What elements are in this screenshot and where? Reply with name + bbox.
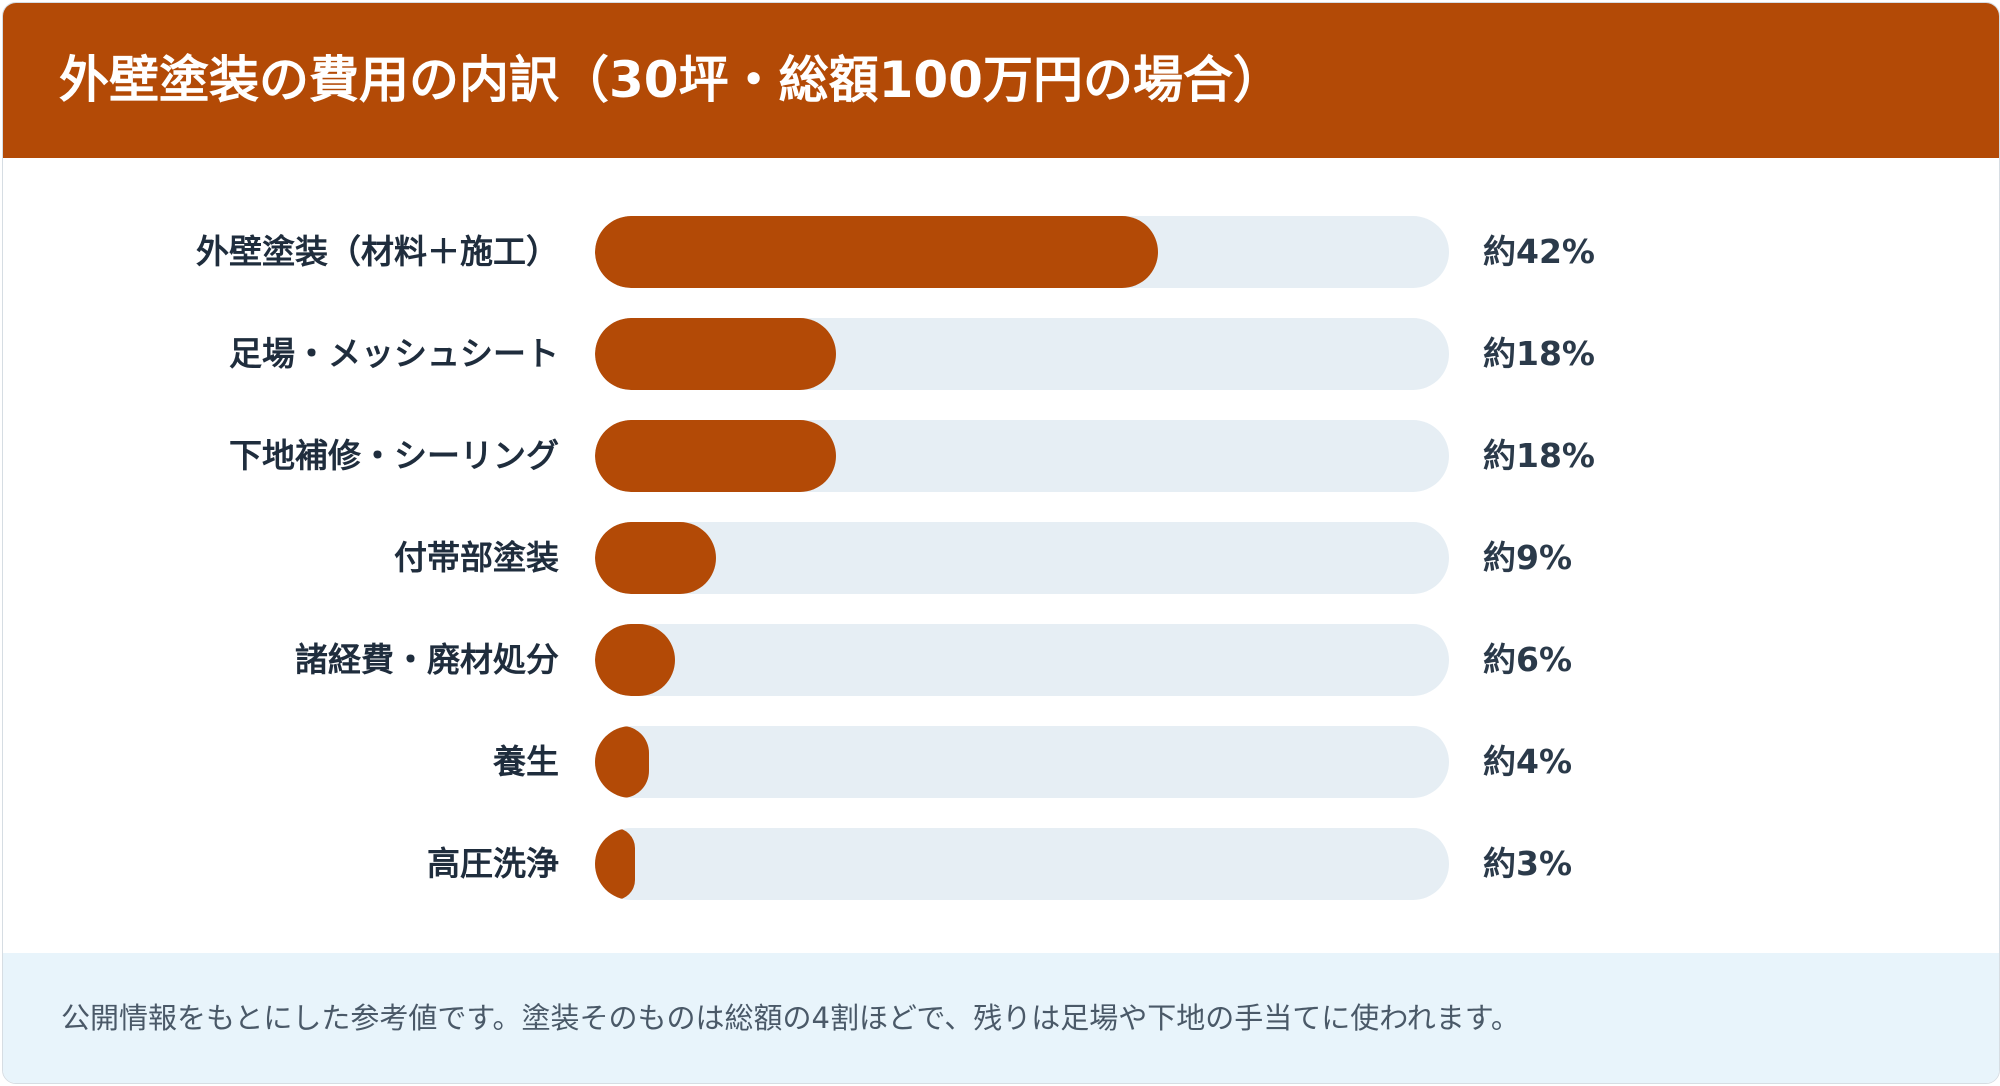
bar-track (595, 726, 1449, 798)
bar-track (595, 522, 1449, 594)
bar-value-label: 約3% (1483, 844, 1573, 883)
bar-value-label: 約4% (1483, 742, 1573, 781)
bar (595, 318, 837, 390)
bar-value-label: 約9% (1483, 538, 1573, 577)
footnote: 公開情報をもとにした参考値です。塗装そのものは総額の4割ほどで、残りは足場や下地… (61, 1001, 1520, 1035)
bar-track (595, 216, 1449, 288)
bar-value-label: 約42% (1483, 232, 1595, 271)
bar-value-label: 約18% (1483, 436, 1595, 475)
bar (595, 216, 1159, 288)
bar-track (595, 420, 1449, 492)
bar-chart: 外壁塗装（材料＋施工） 約42% 足場・メッシュシート 約18% 下地補修・シーリング約… (3, 158, 1999, 953)
bar-category-label: 下地補修・シーリング (229, 436, 559, 475)
chart-title: 外壁塗装の費用の内訳（30坪・総額100万円の場合） (59, 51, 1283, 109)
bar (595, 828, 636, 900)
bar (595, 522, 716, 594)
card-header: 外壁塗装の費用の内訳（30坪・総額100万円の場合） (3, 3, 1999, 158)
bar-row: 足場・メッシュシート 約18% (3, 318, 1999, 390)
bar-value-label: 約18% (1483, 334, 1595, 373)
bar-row: 付帯部塗装 約9% (3, 522, 1999, 594)
bar-category-label: 足場・メッシュシート (229, 334, 559, 373)
bar-row: 諸経費・廃材処分 約6% (3, 624, 1999, 696)
bar-row: 高圧洗浄 約3% (3, 828, 1999, 900)
bar-category-label: 外壁塗装（材料＋施工） (196, 232, 559, 271)
bar-track (595, 624, 1449, 696)
bar-track (595, 318, 1449, 390)
bar (595, 624, 676, 696)
bar-category-label: 付帯部塗装 (394, 538, 559, 577)
bar-category-label: 養生 (493, 742, 559, 781)
bar-track (595, 828, 1449, 900)
bar-category-label: 高圧洗浄 (427, 844, 559, 883)
bar-value-label: 約6% (1483, 640, 1573, 679)
bar-category-label: 諸経費・廃材処分 (295, 640, 559, 679)
card-footer: 公開情報をもとにした参考値です。塗装そのものは総額の4割ほどで、残りは足場や下地… (3, 953, 1999, 1083)
bar-row: 下地補修・シーリング 約18% (3, 420, 1999, 492)
bar-row: 外壁塗装（材料＋施工） 約42% (3, 216, 1999, 288)
bar (595, 420, 837, 492)
bar (595, 726, 649, 798)
bar-row: 養生 約4% (3, 726, 1999, 798)
